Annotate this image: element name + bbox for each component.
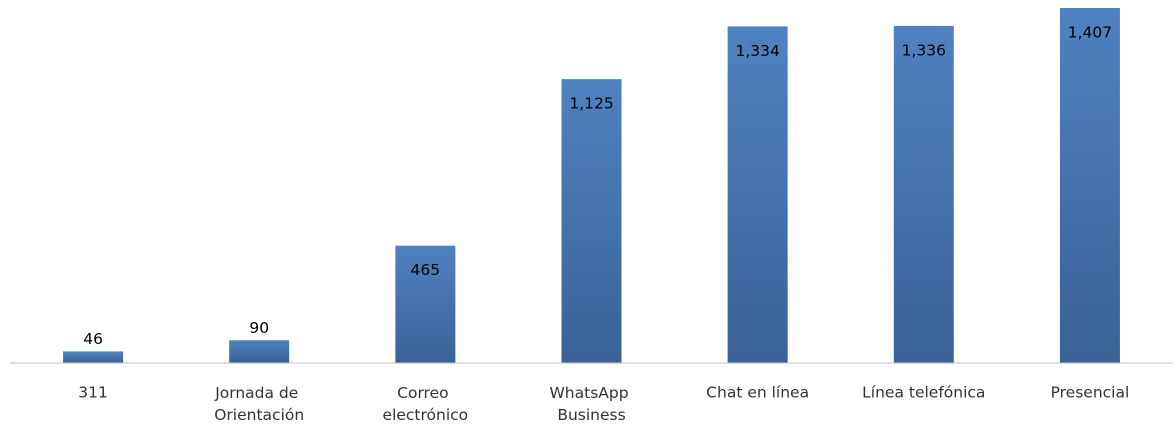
data-label: 465 <box>411 261 441 279</box>
bar <box>727 26 788 364</box>
data-label: 1,336 <box>902 41 946 59</box>
bar <box>395 245 456 363</box>
data-label: 1,125 <box>569 95 613 113</box>
x-tick-label: Chat en línea <box>706 384 809 402</box>
data-label: 1,334 <box>735 42 779 60</box>
x-tick-label: WhatsApp Business <box>549 384 633 424</box>
bar <box>63 351 124 363</box>
bar <box>229 340 290 363</box>
x-tick-label: Correo electrónico <box>383 384 469 424</box>
bar <box>893 25 954 363</box>
data-label: 90 <box>249 319 269 337</box>
x-tick-label: 311 <box>78 384 108 402</box>
x-tick-label: Línea telefónica <box>862 384 985 402</box>
x-tick-label: Presencial <box>1051 384 1130 402</box>
data-label: 46 <box>83 330 103 348</box>
bar <box>1059 8 1120 363</box>
x-tick-label: Jornada de Orientación <box>214 384 304 424</box>
bar <box>561 79 622 364</box>
data-label: 1,407 <box>1068 24 1112 42</box>
